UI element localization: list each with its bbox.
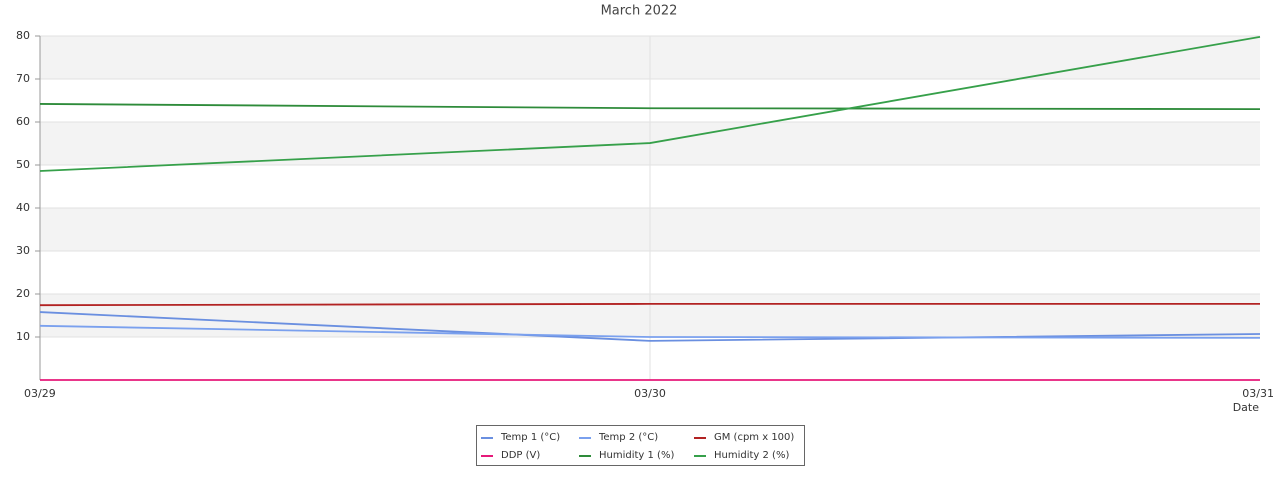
legend-label: Temp 1 (°C) xyxy=(500,432,560,443)
x-axis-label: Date xyxy=(1233,401,1260,414)
legend-label: GM (cpm x 100) xyxy=(714,432,794,443)
y-tick-label: 30 xyxy=(16,244,30,257)
series-line xyxy=(39,324,1261,339)
legend-label: Humidity 2 (%) xyxy=(714,450,789,461)
y-tick-label: 70 xyxy=(16,72,30,85)
y-tick-label: 50 xyxy=(16,158,30,171)
legend-box xyxy=(476,425,805,466)
y-tick-label: 40 xyxy=(16,201,30,214)
series-line xyxy=(39,103,1261,110)
series-line xyxy=(39,311,1261,342)
y-tick-label: 60 xyxy=(16,115,30,128)
x-tick-label: 03/30 xyxy=(634,387,666,400)
y-tick-label: 80 xyxy=(16,29,30,42)
series-line xyxy=(39,302,1260,307)
legend-label: Temp 2 (°C) xyxy=(598,432,658,443)
chart-title: March 2022 xyxy=(601,4,678,19)
y-tick-label: 20 xyxy=(16,287,30,300)
x-tick-label: 03/31 xyxy=(1242,387,1274,400)
y-tick-label: 10 xyxy=(16,330,30,343)
legend-label: DDP (V) xyxy=(501,450,540,461)
series-line xyxy=(39,35,1261,172)
legend-label: Humidity 1 (%) xyxy=(599,450,674,461)
x-tick-label: 03/29 xyxy=(24,387,56,400)
